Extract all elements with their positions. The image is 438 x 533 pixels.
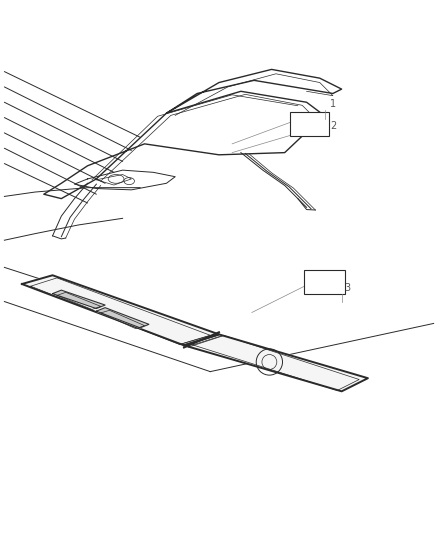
- FancyBboxPatch shape: [290, 112, 329, 136]
- Polygon shape: [22, 275, 219, 345]
- FancyBboxPatch shape: [304, 270, 345, 294]
- Text: 3: 3: [344, 282, 350, 293]
- Polygon shape: [53, 290, 105, 309]
- Polygon shape: [96, 308, 149, 328]
- Polygon shape: [184, 334, 368, 391]
- Text: 2: 2: [330, 122, 336, 131]
- Text: 1: 1: [330, 99, 336, 109]
